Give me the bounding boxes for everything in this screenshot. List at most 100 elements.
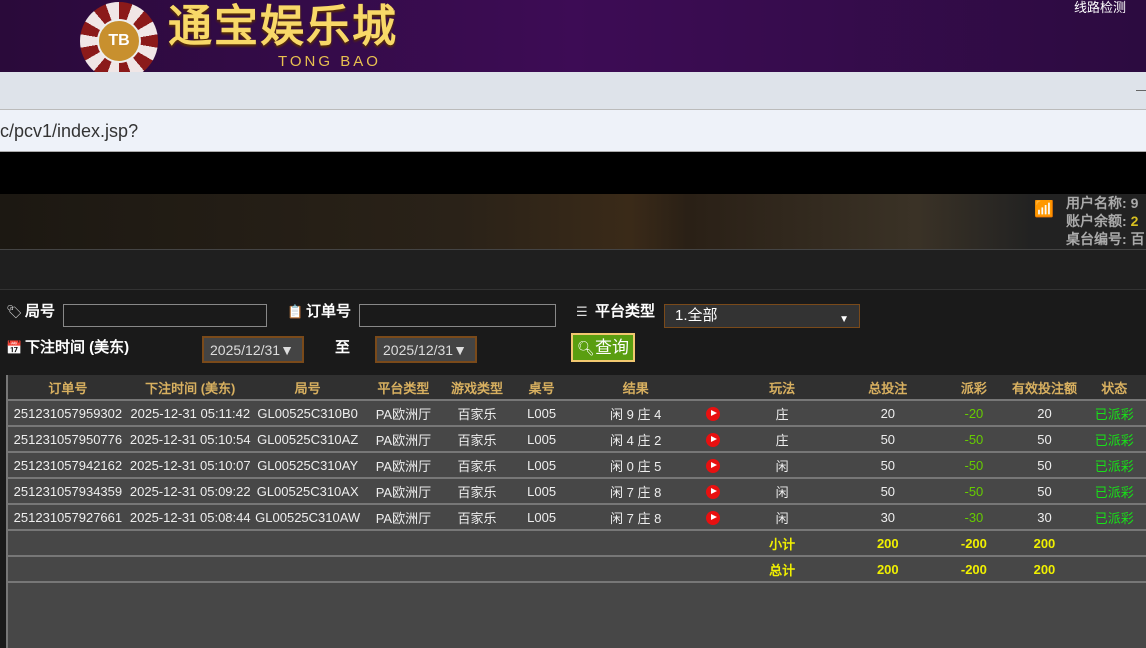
table-row: 251231057927661 2025-12-31 05:08:44 GL0052… xyxy=(8,504,1146,531)
line-check-link[interactable]: 线路检测 xyxy=(1073,0,1126,15)
table-cell: 已派彩 xyxy=(1080,426,1146,453)
total-payout: -200 xyxy=(939,556,1009,583)
subtotal-bet: 200 xyxy=(836,530,940,557)
clipboard-icon: 📋 xyxy=(287,304,303,319)
play-video-icon[interactable] xyxy=(705,458,720,473)
table-cell: 闲 0 庄 5 xyxy=(573,452,699,479)
column-header: 平台类型 xyxy=(362,375,445,401)
table-cell: 百家乐 xyxy=(444,426,510,453)
wifi-icon: 📶 xyxy=(1034,201,1054,218)
table-cell: 2025-12-31 05:11:42 xyxy=(127,400,253,427)
table-cell: 30 xyxy=(1008,504,1081,531)
table-row: 251231057942162 2025-12-31 05:10:07 GL0052… xyxy=(8,452,1146,479)
table-cell: 百家乐 xyxy=(444,504,510,531)
round-input[interactable] xyxy=(63,304,267,327)
bet-records-table: 订单号 下注时间 (美东) 局号 平台类型 游戏类型 桌号 结果 玩法 总投注 派彩 有效投注额 状态… xyxy=(6,375,1146,648)
table-cell: 30 xyxy=(836,504,940,531)
video-cell xyxy=(698,478,728,505)
table-cell: 闲 4 庄 2 xyxy=(573,426,699,453)
platform-select[interactable]: 1.全部 ▼ xyxy=(664,304,860,328)
table-row: 251231057934359 2025-12-31 05:09:22 GL0052… xyxy=(8,478,1146,505)
table-cell: 闲 xyxy=(727,478,837,505)
subtotal-valid: 200 xyxy=(1008,530,1081,557)
search-icon: 🔍︎ xyxy=(577,339,595,356)
table-cell: 已派彩 xyxy=(1080,504,1146,531)
table-cell xyxy=(698,530,728,557)
platform-label: ☰ 平台类型 xyxy=(576,303,656,320)
table-cell xyxy=(252,556,363,583)
table-row: 251231057959302 2025-12-31 05:11:42 GL0052… xyxy=(8,400,1146,427)
play-video-icon[interactable] xyxy=(705,432,720,447)
table-cell xyxy=(1080,530,1146,557)
table-cell: 百家乐 xyxy=(444,452,510,479)
date-from-picker[interactable]: 2025/12/31▼ xyxy=(202,336,304,363)
table-cell: PA欧洲厅 xyxy=(362,478,445,505)
to-label: 至 xyxy=(335,339,351,356)
query-button[interactable]: 🔍︎ 查询 xyxy=(571,333,635,362)
table-cell: GL00525C310AY xyxy=(252,452,363,479)
table-cell: 50 xyxy=(1008,452,1081,479)
table-cell: 百家乐 xyxy=(444,400,510,427)
logo-chip: TB xyxy=(80,2,158,72)
table-cell: L005 xyxy=(509,426,574,453)
date-to-picker[interactable]: 2025/12/31▼ xyxy=(375,336,477,363)
table-cell: GL00525C310AZ xyxy=(252,426,363,453)
round-label: 🏷 局号 xyxy=(6,303,56,320)
play-video-icon[interactable] xyxy=(705,484,720,499)
table-cell: 50 xyxy=(1008,426,1081,453)
table-cell: 50 xyxy=(836,478,940,505)
table-cell: 251231057934359 xyxy=(8,478,128,505)
tag-icon: 🏷 xyxy=(6,304,22,319)
chevron-down-icon: ▼ xyxy=(839,314,849,325)
site-header: TB 通宝娱乐城 TONG BAO 线路检测 xyxy=(0,0,1146,72)
table-cell xyxy=(698,556,728,583)
column-header: 派彩 xyxy=(939,375,1009,401)
total-bet: 200 xyxy=(836,556,940,583)
play-video-icon[interactable] xyxy=(705,406,720,421)
table-cell: 2025-12-31 05:10:54 xyxy=(127,426,253,453)
table-cell: L005 xyxy=(509,504,574,531)
order-input[interactable] xyxy=(359,304,556,327)
table-cell xyxy=(127,530,253,557)
address-bar[interactable]: c/pcv1/index.jsp? xyxy=(0,110,1146,152)
table-cell: 251231057959302 xyxy=(8,400,128,427)
play-video-icon[interactable] xyxy=(705,510,720,525)
table-cell xyxy=(444,530,510,557)
table-cell: GL00525C310AW xyxy=(252,504,363,531)
table-cell xyxy=(362,556,445,583)
table-cell: 20 xyxy=(1008,400,1081,427)
column-header: 总投注 xyxy=(836,375,940,401)
total-label: 总计 xyxy=(727,556,837,583)
table-cell: 已派彩 xyxy=(1080,400,1146,427)
table-cell: 251231057942162 xyxy=(8,452,128,479)
table-cell: 20 xyxy=(836,400,940,427)
table-cell: GL00525C310B0 xyxy=(252,400,363,427)
table-cell: -50 xyxy=(939,478,1009,505)
table-cell: 闲 7 庄 8 xyxy=(573,504,699,531)
column-header: 订单号 xyxy=(8,375,128,401)
table-cell: 已派彩 xyxy=(1080,478,1146,505)
table-cell: 50 xyxy=(836,452,940,479)
table-cell: PA欧洲厅 xyxy=(362,426,445,453)
table-cell xyxy=(444,556,510,583)
calendar-icon: 📅 xyxy=(6,340,22,355)
table-cell: 百家乐 xyxy=(444,478,510,505)
table-cell xyxy=(1080,556,1146,583)
table-cell xyxy=(573,556,699,583)
total-valid: 200 xyxy=(1008,556,1081,583)
table-cell xyxy=(509,556,574,583)
blank-strip xyxy=(0,152,1146,194)
video-cell xyxy=(698,426,728,453)
table-cell xyxy=(362,530,445,557)
logo-text: 通宝娱乐城 xyxy=(168,1,398,52)
column-header: 状态 xyxy=(1080,375,1146,401)
video-cell xyxy=(698,452,728,479)
table-cell xyxy=(8,556,128,583)
minimize-icon[interactable] xyxy=(1136,90,1146,91)
table-cell: -20 xyxy=(939,400,1009,427)
table-row: 251231057950776 2025-12-31 05:10:54 GL0052… xyxy=(8,426,1146,453)
table-cell: 闲 xyxy=(727,452,837,479)
table-cell: 2025-12-31 05:09:22 xyxy=(127,478,253,505)
table-cell: 50 xyxy=(836,426,940,453)
table-cell: -50 xyxy=(939,452,1009,479)
